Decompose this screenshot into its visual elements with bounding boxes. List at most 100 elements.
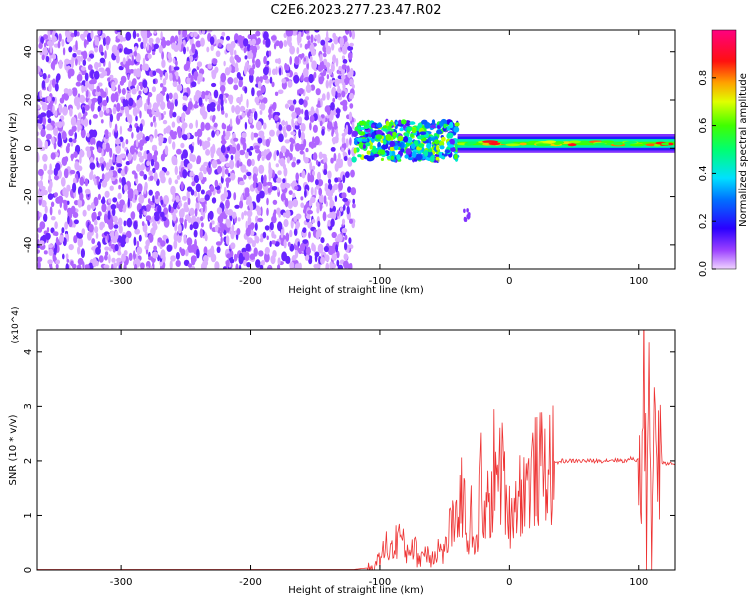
spectrogram-cell — [289, 45, 295, 55]
spectrogram-cell — [211, 220, 215, 225]
spectrogram-cell — [54, 110, 58, 117]
spectrogram-cell — [291, 30, 298, 36]
spectrogram-cell — [289, 229, 293, 238]
spectrogram-cell — [467, 141, 477, 145]
spectrogram-cell — [326, 91, 330, 101]
spectrogram-cell — [397, 135, 404, 142]
spectrogram-cell — [89, 80, 94, 85]
spectrogram-cell — [243, 65, 247, 76]
spectrogram-cell — [348, 237, 352, 245]
spectrogram-cell — [101, 173, 105, 181]
spectrogram-cell — [212, 58, 218, 65]
spectrogram-cell — [345, 171, 350, 179]
spectrogram-cell — [213, 89, 219, 99]
spectrogram-cell — [255, 259, 261, 268]
spectrogram-cell — [117, 84, 121, 92]
spectrogram-cell — [315, 179, 319, 186]
spectrogram-cell — [331, 231, 337, 239]
spectrogram-cell — [153, 30, 157, 35]
spectrogram-cell — [120, 106, 125, 111]
spectrogram-cell — [239, 200, 244, 209]
spectrogram-cell — [250, 112, 253, 119]
spectrogram-cell — [348, 111, 353, 122]
spectrogram-cell — [166, 244, 173, 252]
spectrogram-cell — [97, 95, 103, 104]
spectrogram-cell — [248, 151, 253, 157]
spectrogram-cell — [220, 212, 226, 218]
spectrogram-cell — [80, 128, 86, 139]
x-tick-label: -100 — [369, 577, 392, 588]
spectrogram-cell — [49, 41, 55, 46]
spectrogram-cell — [132, 106, 138, 117]
spectrogram-cell — [160, 211, 165, 218]
spectrogram-cell — [224, 186, 227, 195]
spectrogram-cell — [287, 241, 291, 247]
spectrogram-cell — [61, 39, 65, 47]
spectrogram-cell — [104, 190, 110, 198]
spectrogram-cell — [146, 266, 150, 269]
spectrogram-cell — [110, 204, 117, 210]
spectrogram-cell — [166, 93, 170, 102]
spectrogram-cell — [111, 257, 116, 263]
spectrogram-cell — [226, 146, 231, 152]
spectrogram-cell — [249, 116, 253, 124]
spectrogram-cell — [330, 147, 336, 152]
spectrogram-cell — [215, 50, 221, 58]
spectrogram-cell — [137, 108, 141, 114]
spectrogram-cells — [37, 30, 675, 269]
spectrogram-cell — [47, 118, 52, 124]
spectrogram-cell — [79, 154, 82, 164]
spectrogram-cell — [69, 107, 73, 117]
spectrogram-cell — [318, 76, 324, 85]
spectrogram-cell — [37, 260, 41, 269]
spectrogram-cell — [158, 45, 163, 54]
spectrogram-cell — [140, 262, 145, 269]
y-tick-label: 2 — [23, 458, 34, 464]
spectrogram-cell — [285, 30, 292, 37]
spectrogram-cell — [535, 143, 552, 147]
spectrogram-cell — [139, 144, 143, 151]
spectrogram-cell — [115, 38, 121, 43]
spectrogram-cell — [229, 118, 233, 127]
spectrogram-cell — [134, 172, 138, 179]
spectrogram-cell — [211, 82, 217, 88]
spectrogram-cell — [153, 150, 159, 157]
spectrogram-cell — [42, 73, 47, 80]
spectrogram-cell — [65, 145, 70, 154]
spectrogram-cell — [86, 204, 91, 211]
spectrogram-cell — [351, 130, 358, 137]
spectrogram-cell — [160, 153, 165, 162]
spectrogram-cell — [169, 102, 175, 111]
spectrogram-cell — [221, 169, 225, 179]
spectrogram-cell — [121, 141, 125, 149]
spectrogram-cell — [277, 221, 283, 232]
spectrogram-cell — [294, 124, 300, 130]
spectrogram-cell — [322, 211, 327, 222]
spectrogram-cell — [252, 173, 257, 183]
spectrogram-cell — [134, 194, 138, 201]
spectrogram-cell — [361, 138, 368, 142]
spectrogram-cell — [244, 121, 248, 130]
spectrogram-cell — [195, 119, 198, 129]
spectrogram-cell — [438, 155, 444, 159]
x-tick-label: 0 — [506, 577, 512, 588]
spectrogram-cell — [47, 169, 54, 175]
spectrogram-cell — [310, 34, 314, 44]
spectrogram-cell — [341, 192, 347, 199]
spectrogram-cell — [421, 119, 428, 125]
spectrogram-cell — [294, 185, 299, 191]
spectrogram-cell — [250, 131, 255, 141]
spectrogram-cell — [82, 59, 87, 66]
y-tick-label: 3 — [23, 403, 34, 409]
spectrogram-cell — [190, 189, 195, 196]
spectrogram-cell — [176, 84, 183, 92]
spectrogram-cell — [186, 189, 190, 200]
spectrogram-cell — [275, 163, 279, 168]
spectrogram-cell — [362, 144, 367, 149]
spectrogram-cell — [66, 207, 72, 214]
spectrogram-cell — [350, 187, 357, 196]
spectrogram-cell — [172, 80, 178, 88]
spectrogram-cell — [266, 50, 270, 58]
spectrogram-cell — [128, 97, 134, 107]
spectrogram-cell — [245, 227, 251, 237]
